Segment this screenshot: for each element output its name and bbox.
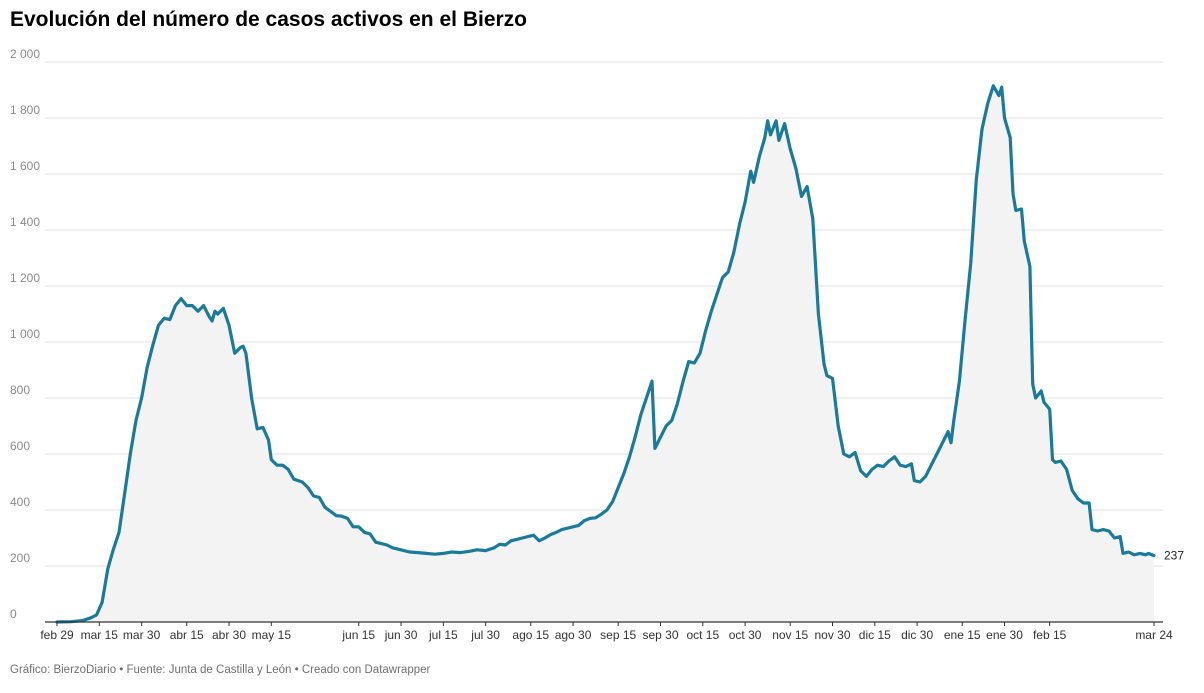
x-tick-label: dic 15 [859,628,891,642]
x-tick-label: feb 29 [40,628,74,642]
x-tick-label: mar 24 [1135,628,1173,642]
y-tick-label: 800 [10,383,30,397]
x-tick-label: nov 30 [814,628,850,642]
x-tick-label: oct 30 [729,628,762,642]
chart-title: Evolución del número de casos activos en… [10,8,527,31]
x-tick-label: jun 30 [384,628,418,642]
y-tick-label: 1 400 [10,215,40,229]
area-fill [57,85,1154,623]
x-tick-label: ene 30 [986,628,1023,642]
x-tick-label: jun 15 [341,628,375,642]
footer-credits: Gráfico: BierzoDiario • Fuente: Junta de… [10,664,431,676]
x-tick-label: ago 30 [555,628,592,642]
y-tick-label: 1 000 [10,327,40,341]
y-tick-label: 200 [10,551,30,565]
y-tick-label: 600 [10,439,30,453]
y-tick-label: 400 [10,495,30,509]
y-tick-label: 1 600 [10,159,40,173]
x-tick-label: sep 15 [600,628,636,642]
x-tick-label: ene 15 [944,628,981,642]
x-axis: feb 29 mar 15 mar 30 abr 15 abr 30 may 15 jun … [40,622,1173,642]
x-tick-label: jul 15 [428,628,458,642]
x-tick-label: mar 15 [81,628,119,642]
x-tick-label: nov 15 [772,628,808,642]
y-tick-label: 2 000 [10,47,40,61]
series-line [55,84,1156,624]
x-tick-label: oct 15 [686,628,719,642]
x-tick-label: mar 30 [123,628,161,642]
x-tick-label: may 15 [252,628,292,642]
y-tick-label: 1 200 [10,271,40,285]
x-tick-label: abr 30 [212,628,246,642]
end-value-label: 237 [1164,549,1184,563]
x-tick-label: ago 15 [512,628,549,642]
y-tick-label: 1 800 [10,103,40,117]
y-tick-label: 0 [10,607,17,621]
x-tick-label: dic 30 [901,628,933,642]
y-axis: 0 200 400 600 800 1 000 1 200 1 400 1 600 1 800 2 … [10,47,40,621]
x-tick-label: abr 15 [170,628,204,642]
x-tick-label: jul 30 [470,628,500,642]
x-tick-label: feb 15 [1033,628,1067,642]
x-tick-label: sep 30 [642,628,678,642]
